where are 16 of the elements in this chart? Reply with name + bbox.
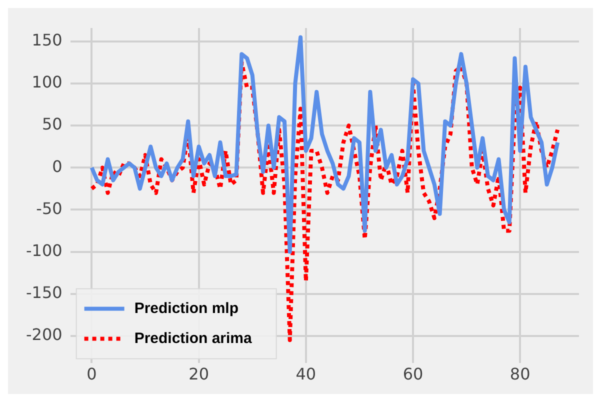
x-tick-label: 40	[296, 364, 316, 384]
y-tick-label: -50	[36, 198, 62, 218]
x-tick-label: 20	[188, 364, 210, 384]
x-tick-label: 80	[510, 364, 530, 384]
y-tick-label: 0	[52, 156, 62, 176]
y-tick-label: 150	[32, 30, 62, 50]
x-tick-label: 60	[402, 364, 424, 384]
y-tick-label: 50	[42, 114, 62, 134]
y-tick-label: 100	[32, 72, 62, 92]
legend-label: Prediction arima	[134, 330, 253, 347]
x-tick-label: 0	[86, 364, 97, 384]
y-tick-label: -200	[26, 325, 62, 344]
line-series	[90, 60, 560, 342]
y-tick-label: -150	[26, 282, 62, 302]
legend-label: Prediction mlp	[134, 300, 238, 317]
y-tick-label: -100	[26, 240, 62, 260]
